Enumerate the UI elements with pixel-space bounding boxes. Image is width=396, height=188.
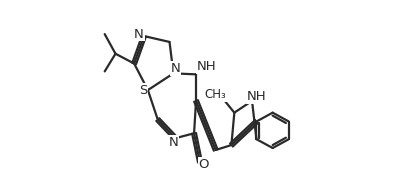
Text: NH: NH xyxy=(197,60,217,73)
Text: N: N xyxy=(169,136,178,149)
Text: S: S xyxy=(139,84,147,97)
Text: N: N xyxy=(171,62,180,75)
Text: N: N xyxy=(134,28,144,41)
Text: O: O xyxy=(198,158,209,171)
Text: NH: NH xyxy=(247,90,267,103)
Text: CH₃: CH₃ xyxy=(205,89,227,102)
